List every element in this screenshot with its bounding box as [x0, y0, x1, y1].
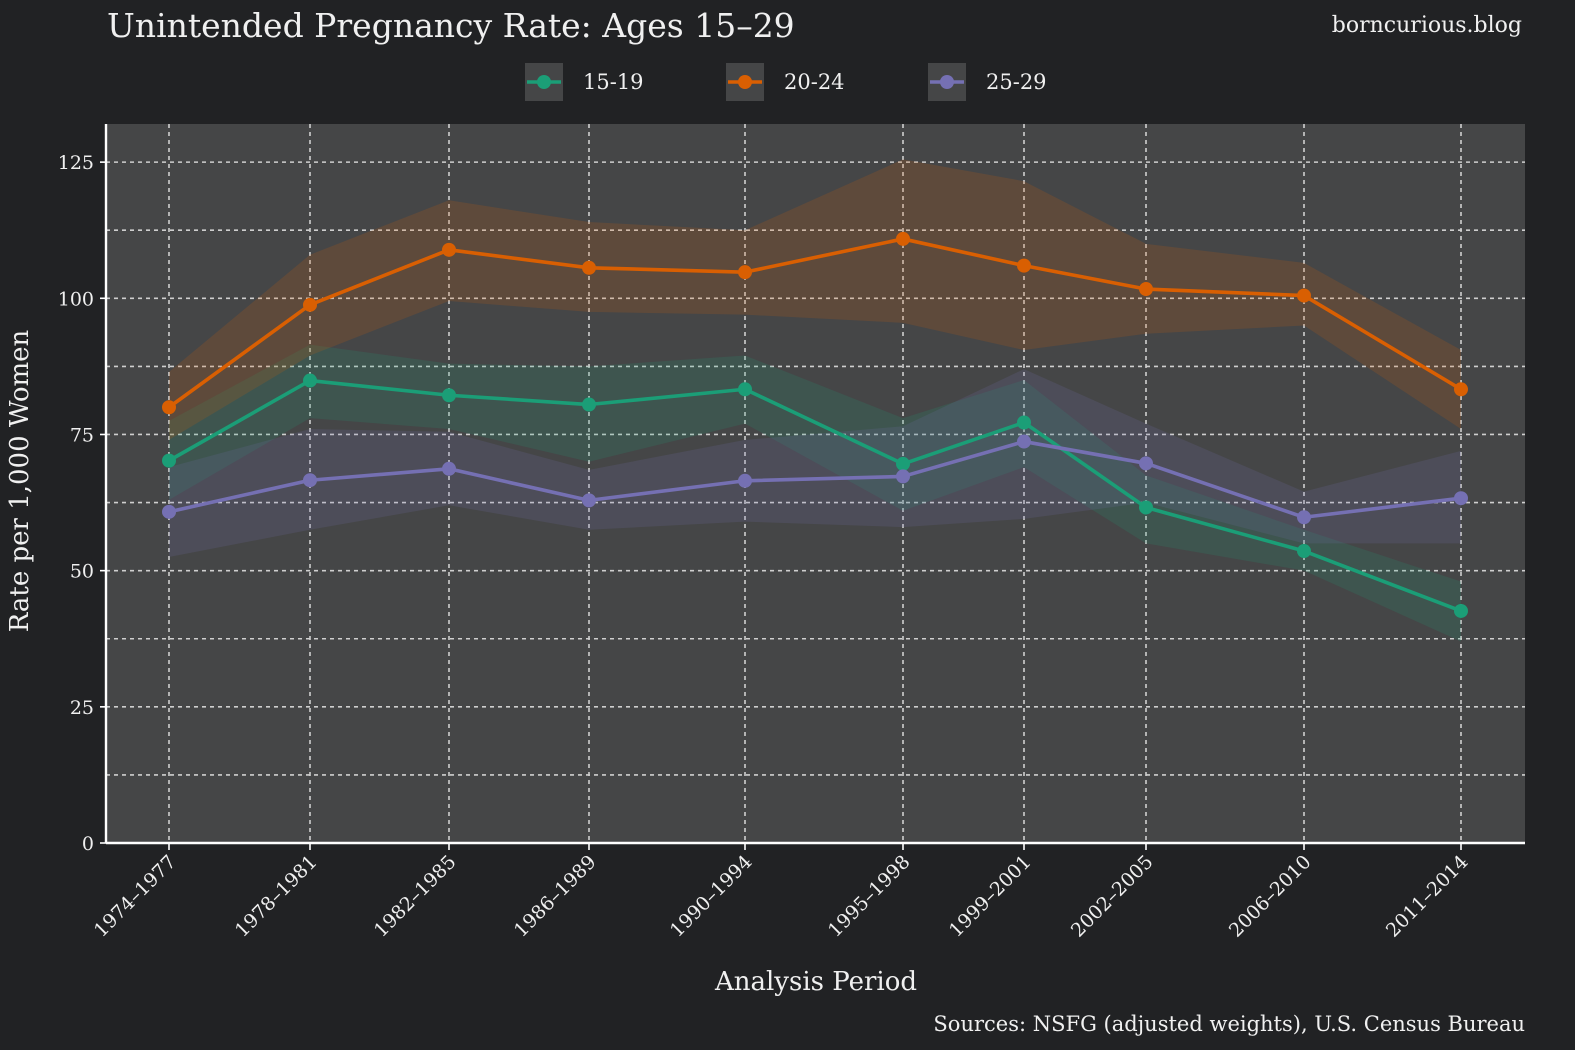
x-tick-label: 1974–1977 [90, 851, 181, 942]
point-25-29 [1297, 510, 1311, 525]
point-20-24 [1297, 288, 1311, 303]
point-15-19 [1454, 603, 1468, 618]
plot-panel [106, 124, 1525, 843]
point-15-19 [442, 388, 456, 403]
y-tick-label: 125 [58, 152, 94, 174]
chart-title: Unintended Pregnancy Rate: Ages 15–29 [107, 6, 795, 45]
point-20-24 [1454, 382, 1468, 397]
y-tick-label: 50 [70, 561, 94, 583]
point-20-24 [896, 231, 910, 246]
point-15-19 [303, 373, 317, 388]
point-15-19 [582, 397, 596, 412]
point-15-19 [738, 382, 752, 397]
point-15-19 [1297, 544, 1311, 559]
band-25-29 [169, 369, 1461, 558]
point-15-19 [1139, 500, 1153, 515]
series-points [162, 231, 1468, 618]
legend-label: 20-24 [784, 70, 845, 94]
y-tick-label: 25 [70, 697, 94, 719]
point-20-24 [162, 400, 176, 415]
band-20-24 [169, 159, 1461, 440]
point-25-29 [896, 469, 910, 484]
x-tick-label: 1999–2001 [945, 851, 1036, 942]
point-20-24 [582, 260, 596, 275]
x-tick-label: 1990–1994 [666, 851, 757, 942]
y-tick-label: 100 [58, 288, 94, 310]
point-20-24 [1017, 258, 1031, 273]
point-15-19 [896, 456, 910, 471]
source-caption: Sources: NSFG (adjusted weights), U.S. C… [933, 1012, 1525, 1036]
legend-item-20-24: 20-24 [726, 63, 845, 101]
point-20-24 [303, 297, 317, 312]
line-25-29 [168, 439, 1462, 520]
legend-key-marker [940, 75, 954, 89]
brand-link[interactable]: borncurious.blog [1332, 13, 1522, 38]
x-axis-title: Analysis Period [714, 967, 917, 997]
x-tick-label: 1986–1989 [510, 851, 601, 942]
point-20-24 [1139, 282, 1153, 297]
point-25-29 [738, 473, 752, 488]
legend-key-marker [738, 75, 752, 89]
axes [100, 124, 1525, 850]
point-25-29 [1017, 434, 1031, 449]
y-tick-label: 0 [82, 833, 94, 855]
point-25-29 [1454, 491, 1468, 506]
x-tick-label: 1978–1981 [231, 851, 322, 942]
point-20-24 [442, 242, 456, 257]
point-25-29 [442, 461, 456, 476]
point-25-29 [162, 504, 176, 519]
x-tick-label: 2002–2005 [1067, 851, 1158, 942]
point-25-29 [582, 493, 596, 508]
x-tick-label: 2011–2014 [1382, 851, 1473, 942]
point-15-19 [1017, 415, 1031, 430]
legend-item-25-29: 25-29 [928, 63, 1047, 101]
legend-item-15-19: 15-19 [525, 63, 644, 101]
y-tick-labels: 0 25 50 75 100 125 [58, 152, 94, 855]
x-tick-label: 2006–2010 [1225, 851, 1316, 942]
legend: 15-19 20-24 25-29 [525, 63, 1047, 101]
point-25-29 [1139, 456, 1153, 471]
confidence-bands [169, 159, 1461, 642]
x-tick-label: 1995–1998 [824, 851, 915, 942]
x-tick-label: 1982–1985 [370, 851, 461, 942]
legend-label: 25-29 [986, 70, 1047, 94]
point-15-19 [162, 453, 176, 468]
series-lines [167, 237, 1462, 613]
line-20-24 [167, 237, 1462, 409]
band-15-19 [169, 344, 1461, 642]
point-25-29 [303, 473, 317, 488]
legend-key-marker [537, 75, 551, 89]
x-tick-labels: 1974–1977 1978–1981 1982–1985 1986–1989 1990… [90, 851, 1473, 942]
y-axis-title: Rate per 1,000 Women [5, 329, 35, 632]
legend-label: 15-19 [583, 70, 644, 94]
point-20-24 [738, 265, 752, 280]
y-tick-label: 75 [70, 424, 94, 446]
line-15-19 [168, 378, 1462, 613]
